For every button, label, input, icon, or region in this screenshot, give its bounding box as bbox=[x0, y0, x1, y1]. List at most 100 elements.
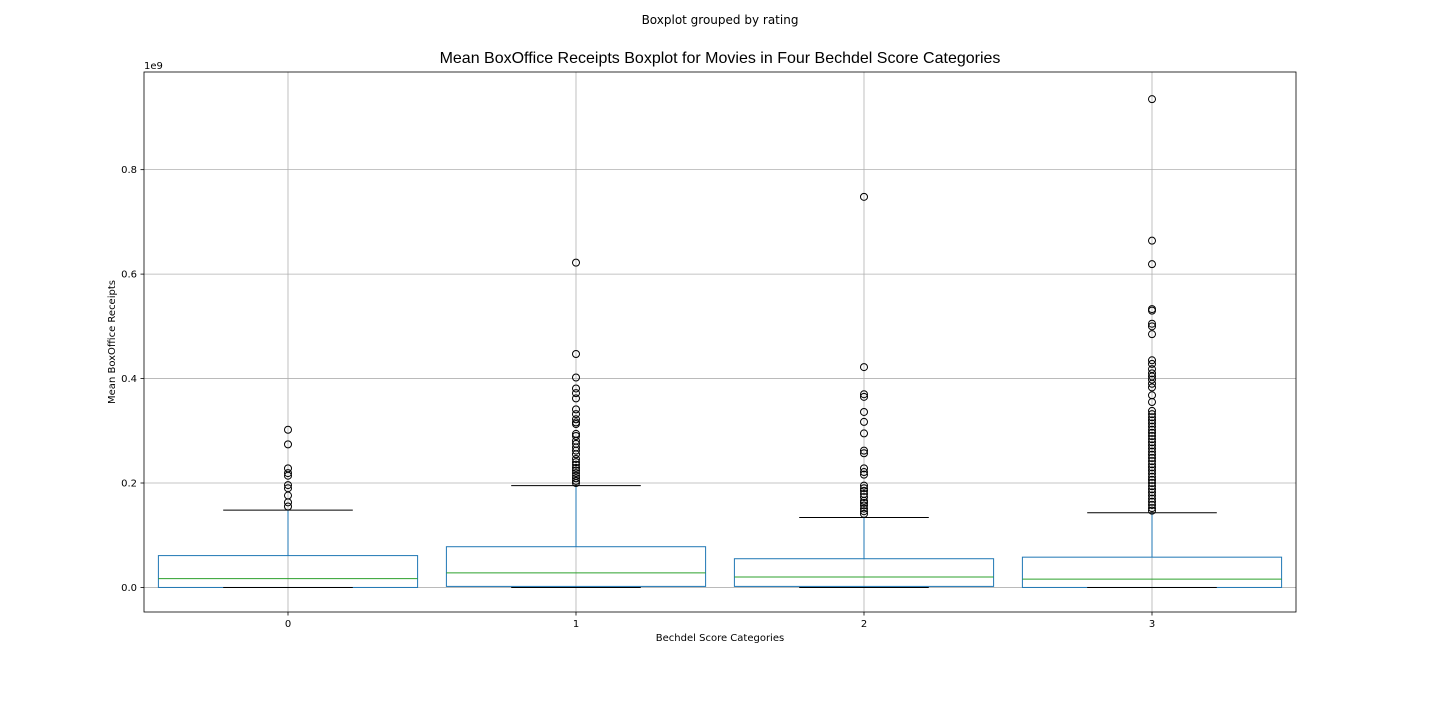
outlier-point bbox=[572, 460, 580, 469]
outlier-point bbox=[860, 470, 868, 479]
outlier-point bbox=[1148, 482, 1156, 491]
outlier-point bbox=[1148, 398, 1156, 407]
outlier-point bbox=[860, 468, 868, 477]
outlier-point bbox=[1148, 435, 1156, 444]
box-3 bbox=[1021, 95, 1283, 588]
outlier-point bbox=[1148, 416, 1156, 425]
y-tick-label: 0.8 bbox=[121, 165, 137, 176]
outlier-point bbox=[860, 446, 868, 455]
outlier-point bbox=[284, 471, 292, 480]
outlier-point bbox=[1148, 356, 1156, 365]
grid-lines bbox=[144, 72, 1296, 612]
outlier-point bbox=[860, 498, 868, 507]
outlier-point bbox=[1148, 491, 1156, 500]
outlier-point bbox=[572, 373, 580, 382]
outlier-point bbox=[1148, 438, 1156, 447]
figure-suptitle: Boxplot grouped by rating bbox=[642, 13, 799, 27]
outlier-point bbox=[572, 454, 580, 463]
outlier-point bbox=[1148, 457, 1156, 466]
outlier-point bbox=[284, 440, 292, 449]
outlier-point bbox=[1148, 422, 1156, 431]
outlier-point bbox=[1148, 475, 1156, 484]
outlier-point bbox=[860, 496, 868, 505]
outlier-point bbox=[1148, 369, 1156, 378]
outlier-point bbox=[860, 392, 868, 401]
y-tick-label: 0.0 bbox=[121, 583, 137, 594]
plot-area-frame bbox=[143, 71, 1297, 613]
outlier-point bbox=[860, 501, 868, 510]
outlier-point bbox=[1148, 506, 1156, 515]
outlier-point bbox=[860, 484, 868, 493]
outlier-point bbox=[572, 350, 580, 359]
outlier-point bbox=[1148, 330, 1156, 339]
outlier-point bbox=[1148, 479, 1156, 488]
outlier-point bbox=[1148, 500, 1156, 509]
outlier-point bbox=[1148, 379, 1156, 388]
outlier-point bbox=[1148, 453, 1156, 462]
outlier-point bbox=[284, 425, 292, 434]
outlier-point bbox=[860, 493, 868, 502]
outlier-point bbox=[1148, 450, 1156, 459]
y-axis-offset-label: 1e9 bbox=[144, 61, 163, 72]
outlier-point bbox=[1148, 359, 1156, 368]
outlier-point bbox=[284, 498, 292, 507]
outlier-point bbox=[572, 474, 580, 483]
outlier-point bbox=[1148, 306, 1156, 315]
outlier-point bbox=[572, 258, 580, 267]
outlier-point bbox=[860, 507, 868, 516]
outlier-point bbox=[860, 486, 868, 495]
outlier-point bbox=[572, 384, 580, 393]
outlier-point bbox=[1148, 375, 1156, 384]
outlier-point bbox=[572, 432, 580, 441]
outlier-point bbox=[1148, 260, 1156, 269]
outlier-point bbox=[1148, 95, 1156, 104]
outlier-point bbox=[572, 476, 580, 485]
outlier-point bbox=[1148, 322, 1156, 331]
outlier-point bbox=[572, 469, 580, 478]
box-0 bbox=[157, 425, 419, 588]
outlier-point bbox=[572, 458, 580, 467]
outlier-point bbox=[572, 479, 580, 488]
y-tick-label: 0.4 bbox=[121, 374, 137, 385]
outlier-point bbox=[1148, 428, 1156, 437]
outlier-point bbox=[1148, 472, 1156, 481]
outlier-point bbox=[572, 446, 580, 455]
outlier-point bbox=[572, 405, 580, 414]
outlier-point bbox=[1148, 460, 1156, 469]
outlier-point bbox=[860, 509, 868, 518]
outlier-point bbox=[1148, 406, 1156, 415]
outlier-point bbox=[860, 464, 868, 473]
x-tick-label: 0 bbox=[285, 619, 291, 630]
outlier-point bbox=[572, 415, 580, 424]
outlier-point bbox=[860, 504, 868, 513]
outlier-point bbox=[1148, 419, 1156, 428]
x-tick-label: 2 bbox=[861, 619, 867, 630]
outlier-point bbox=[572, 466, 580, 475]
axis-ticks: 0.0 0.2 0.4 0.6 0.8 0 1 2 3 bbox=[121, 165, 1155, 630]
outlier-point bbox=[860, 192, 868, 201]
box-2 bbox=[733, 192, 995, 588]
outlier-point bbox=[1148, 441, 1156, 450]
outlier-point bbox=[1148, 444, 1156, 453]
outlier-point bbox=[860, 417, 868, 426]
outlier-point bbox=[1148, 319, 1156, 328]
x-axis-label: Bechdel Score Categories bbox=[656, 633, 784, 644]
outlier-point bbox=[1148, 425, 1156, 434]
outlier-point bbox=[860, 363, 868, 372]
outlier-point bbox=[1148, 469, 1156, 478]
outlier-point bbox=[860, 390, 868, 399]
y-tick-label: 0.2 bbox=[121, 479, 137, 490]
outlier-point bbox=[1148, 488, 1156, 497]
outlier-point bbox=[1148, 494, 1156, 503]
outlier-point bbox=[860, 429, 868, 438]
outlier-point bbox=[860, 449, 868, 458]
outlier-point bbox=[860, 481, 868, 490]
outlier-point bbox=[572, 389, 580, 398]
outlier-point bbox=[1148, 466, 1156, 475]
outlier-point bbox=[1148, 463, 1156, 472]
outlier-point bbox=[572, 394, 580, 403]
outlier-point bbox=[1148, 383, 1156, 392]
outlier-point bbox=[284, 481, 292, 490]
x-tick-label: 3 bbox=[1149, 619, 1155, 630]
